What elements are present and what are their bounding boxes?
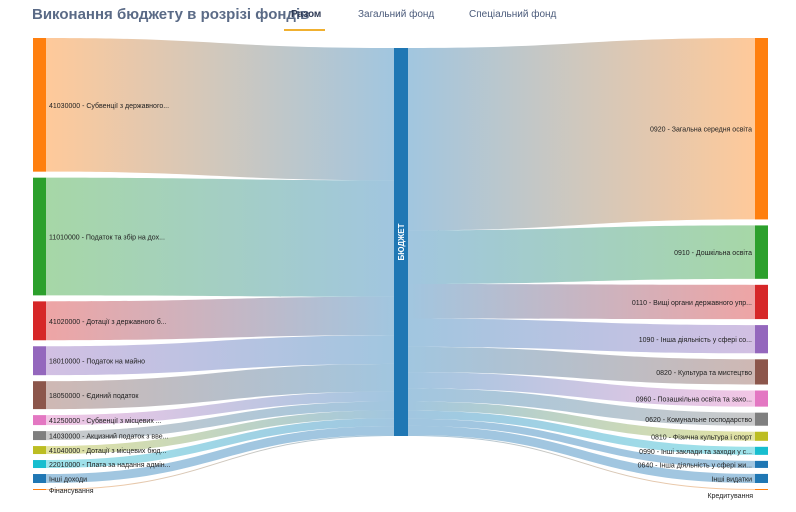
income-link[interactable] <box>46 296 394 341</box>
expense-label: Інші видатки <box>711 475 752 483</box>
expense-node[interactable] <box>755 412 768 426</box>
expense-link[interactable] <box>408 418 755 468</box>
expense-link[interactable] <box>408 388 755 426</box>
page-title: Виконання бюджету в розрізі фондів <box>32 6 310 23</box>
expense-node[interactable] <box>755 225 768 279</box>
income-node[interactable] <box>33 301 46 341</box>
income-link[interactable] <box>46 38 394 181</box>
income-link[interactable] <box>46 335 394 376</box>
income-node[interactable] <box>33 489 46 491</box>
income-node[interactable] <box>33 460 46 469</box>
budget-center-label: БЮДЖЕТ <box>397 223 406 260</box>
sankey-labels: 41030000 - Субвенції з державного... 1101… <box>49 102 753 500</box>
income-label: 14030000 - Акцизний податок з вве... <box>49 433 169 441</box>
expense-node[interactable] <box>755 390 768 407</box>
expense-node[interactable] <box>755 325 768 354</box>
tab-total[interactable]: Разом <box>291 9 322 20</box>
income-label: 18010000 - Податок на майно <box>49 358 145 366</box>
income-link[interactable] <box>46 426 394 484</box>
expense-link[interactable] <box>408 225 755 285</box>
income-label: 11010000 - Податок та збір на дох... <box>49 234 165 242</box>
income-link[interactable] <box>46 435 394 491</box>
income-node[interactable] <box>33 415 46 426</box>
expense-node[interactable] <box>755 284 768 320</box>
expense-node[interactable] <box>755 473 768 483</box>
expense-link[interactable] <box>408 318 755 354</box>
expense-node[interactable] <box>755 488 768 490</box>
sankey-links <box>46 38 755 491</box>
income-label: 22010000 - Плата за надання адмін... <box>49 461 171 469</box>
budget-center-node[interactable] <box>394 48 408 436</box>
expense-node[interactable] <box>755 460 768 468</box>
sankey-nodes <box>33 38 768 491</box>
income-node[interactable] <box>33 474 46 484</box>
expense-link[interactable] <box>408 346 755 385</box>
expense-label: 0910 - Дошкільна освіта <box>674 249 752 257</box>
income-label: 41030000 - Субвенції з державного... <box>49 102 169 110</box>
income-label: Фінансування <box>49 487 94 495</box>
expense-link[interactable] <box>408 372 755 407</box>
income-label: Інші доходи <box>49 476 87 484</box>
expense-link[interactable] <box>408 38 755 231</box>
expense-node[interactable] <box>755 431 768 441</box>
income-link[interactable] <box>46 391 394 426</box>
income-link[interactable] <box>46 177 394 297</box>
expense-node[interactable] <box>755 359 768 385</box>
expense-label: 1090 - Інша діяльність у сфері со... <box>639 336 752 344</box>
expense-label: 0110 - Вищі органи державного упр... <box>632 299 752 307</box>
income-link[interactable] <box>46 401 394 441</box>
expense-node[interactable] <box>755 446 768 455</box>
income-label: 18050000 - Єдиний податок <box>49 392 139 400</box>
expense-label: Кредитування <box>707 493 753 500</box>
expense-link[interactable] <box>408 410 755 455</box>
income-node[interactable] <box>33 431 46 441</box>
expense-label: 0810 - Фізична культура і спорт <box>651 433 753 441</box>
expense-label: 0920 - Загальна середня освіта <box>650 126 752 134</box>
tab-special-fund[interactable]: Спеціальний фонд <box>469 9 557 20</box>
active-tab-indicator <box>284 29 325 31</box>
income-link[interactable] <box>46 418 394 469</box>
income-link[interactable] <box>46 410 394 455</box>
tab-general-fund[interactable]: Загальний фонд <box>358 9 435 20</box>
expense-link[interactable] <box>408 284 755 320</box>
income-node[interactable] <box>33 381 46 410</box>
expense-label: 0990 - Інші заклади та заходи у с... <box>639 448 752 456</box>
income-node[interactable] <box>33 38 46 172</box>
expense-label: 0620 - Комунальне господарство <box>645 417 752 424</box>
income-link[interactable] <box>46 363 394 410</box>
expense-node[interactable] <box>755 38 768 220</box>
income-label: 41250000 - Субвенції з місцевих ... <box>49 417 162 425</box>
expense-link[interactable] <box>408 401 755 441</box>
income-label: 41040000 - Дотації з місцевих бюд... <box>49 447 166 455</box>
expense-label: 0640 - Інша діяльність у сфері жи... <box>638 461 752 469</box>
income-node[interactable] <box>33 346 46 376</box>
expense-label: 0960 - Позашкільна освіта та захо... <box>636 396 752 404</box>
expense-link[interactable] <box>408 434 755 490</box>
expense-label: 0820 - Культура та мистецтво <box>656 370 752 377</box>
income-label: 41020000 - Дотації з державного б... <box>49 318 167 326</box>
income-node[interactable] <box>33 446 46 455</box>
expense-link[interactable] <box>408 425 755 483</box>
income-node[interactable] <box>33 177 46 296</box>
